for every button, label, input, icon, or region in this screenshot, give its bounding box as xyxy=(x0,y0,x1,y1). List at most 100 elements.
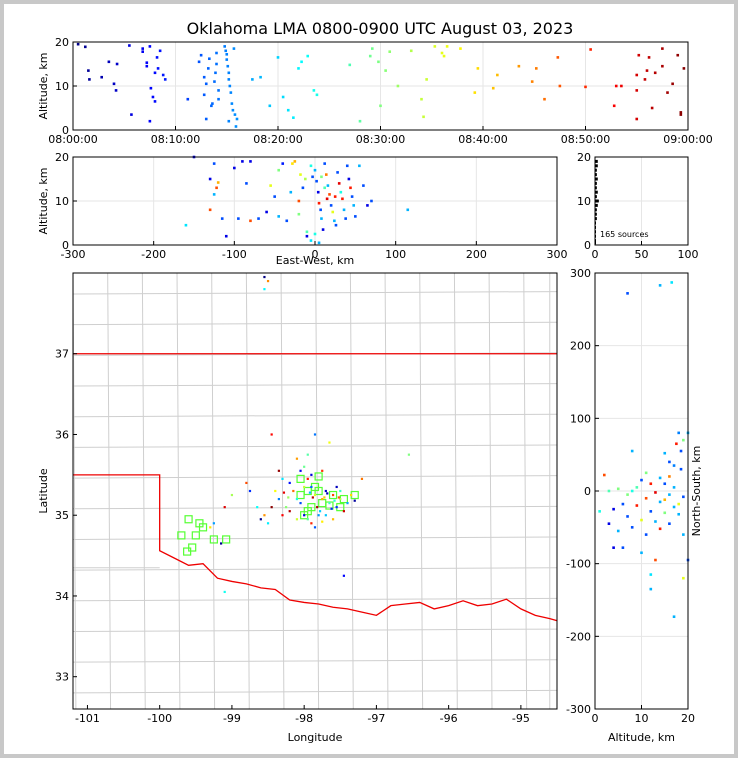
lightning-source-point xyxy=(300,60,303,64)
lightning-source-point xyxy=(342,510,345,513)
lightning-source-point xyxy=(223,506,226,509)
lightning-source-point xyxy=(202,75,206,79)
lightning-source-point xyxy=(158,49,162,53)
lightning-source-point xyxy=(212,162,216,165)
latitude-tick-label: 35 xyxy=(55,509,69,522)
lightning-source-point xyxy=(310,522,313,525)
lightning-source-point xyxy=(347,177,351,181)
lightning-source-point xyxy=(208,57,211,61)
lightning-source-point xyxy=(679,111,683,114)
lma-station-marker xyxy=(209,535,218,544)
lightning-source-point xyxy=(370,199,373,203)
lightning-source-point xyxy=(214,71,217,75)
lightning-source-point xyxy=(223,45,226,48)
lightning-source-point xyxy=(325,197,329,201)
lightning-source-point xyxy=(328,193,331,196)
lightning-source-point xyxy=(318,510,322,513)
lightning-source-point xyxy=(672,615,676,619)
lightning-source-point xyxy=(333,195,337,198)
lightning-source-point xyxy=(620,84,623,88)
lightning-source-point xyxy=(607,489,611,493)
longitude-tick-label: -95 xyxy=(512,712,530,725)
lightning-source-point xyxy=(630,526,634,529)
altitude-histogram-bar xyxy=(595,186,597,190)
lma-station-marker xyxy=(300,511,309,520)
lightning-source-point xyxy=(266,522,270,525)
plan-view-axes xyxy=(72,272,558,710)
lightning-source-point xyxy=(321,497,324,501)
lightning-source-point xyxy=(589,48,592,51)
altitude-histogram-bar xyxy=(595,159,598,163)
lightning-source-point xyxy=(649,587,653,591)
altitude-tick-label: 20 xyxy=(577,151,591,164)
lightning-source-point xyxy=(644,533,648,536)
lightning-source-point xyxy=(245,481,248,485)
lightning-source-point xyxy=(679,449,683,453)
lightning-source-point xyxy=(208,208,212,212)
lightning-source-point xyxy=(141,47,144,50)
lightning-source-point xyxy=(306,477,309,480)
lightning-source-point xyxy=(658,284,662,287)
lightning-source-point xyxy=(668,493,671,496)
lightning-source-point xyxy=(621,546,625,549)
lma-station-marker xyxy=(296,474,305,483)
county-line xyxy=(73,536,557,540)
lightning-source-point xyxy=(614,84,618,88)
lightning-source-point xyxy=(377,60,380,64)
lightning-source-point xyxy=(215,51,218,55)
lightning-source-point xyxy=(345,164,349,168)
lightning-source-point xyxy=(319,208,322,212)
lightning-source-point xyxy=(282,491,286,494)
county-line xyxy=(73,321,557,326)
longitude-tick-label: -100 xyxy=(147,712,172,725)
lightning-source-point xyxy=(324,173,328,176)
county-line xyxy=(384,273,389,709)
lightning-source-point xyxy=(310,485,313,489)
east-west-tick-label: 0 xyxy=(312,248,319,261)
lightning-source-point xyxy=(235,117,239,121)
lightning-source-point xyxy=(257,217,260,220)
lightning-source-point xyxy=(295,497,299,501)
lightning-source-point xyxy=(407,453,411,456)
lightning-source-point xyxy=(654,491,657,494)
lightning-source-point xyxy=(379,104,382,108)
lightning-source-point xyxy=(281,162,285,165)
lightning-source-point xyxy=(277,215,280,218)
north-south-tick-label: 100 xyxy=(570,412,591,425)
altitude-tick-label: 10 xyxy=(55,80,69,93)
lightning-source-point xyxy=(269,184,272,187)
lightning-source-point xyxy=(384,69,387,72)
lightning-source-point xyxy=(320,217,323,220)
lightning-source-point xyxy=(209,526,212,529)
lightning-source-point xyxy=(346,502,349,505)
lightning-source-point xyxy=(305,230,309,234)
east-west-tick-label: 100 xyxy=(385,248,406,261)
north-south-tick-label: -200 xyxy=(566,630,591,643)
lightning-source-point xyxy=(297,67,300,70)
lightning-source-point xyxy=(422,115,425,119)
county-line xyxy=(245,273,250,709)
lightning-source-point xyxy=(309,164,313,168)
lightning-source-point xyxy=(640,478,643,482)
lightning-source-point xyxy=(148,119,152,123)
lightning-source-point xyxy=(217,89,220,92)
lightning-source-point xyxy=(227,71,231,75)
altitude-tick-label: 10 xyxy=(55,195,69,208)
lightning-source-point xyxy=(225,58,229,61)
lightning-source-point xyxy=(654,520,657,523)
lightning-source-point xyxy=(204,117,208,121)
lightning-source-point xyxy=(336,171,339,174)
lightning-source-point xyxy=(371,47,374,50)
altitude-tick-label: 20 xyxy=(681,712,695,725)
lightning-source-point xyxy=(621,502,625,506)
longitude-tick-label: -99 xyxy=(223,712,241,725)
lightning-source-point xyxy=(155,56,159,59)
lightning-source-point xyxy=(249,219,252,223)
lightning-source-point xyxy=(315,179,318,183)
lightning-source-point xyxy=(661,47,664,50)
lightning-source-point xyxy=(341,197,344,201)
lightning-source-point xyxy=(268,104,272,108)
lightning-source-point xyxy=(301,186,305,190)
lightning-source-point xyxy=(330,507,333,510)
lightning-source-point xyxy=(543,97,546,101)
